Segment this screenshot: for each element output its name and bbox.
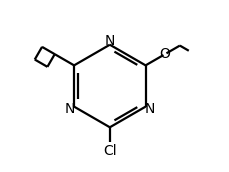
Text: N: N: [144, 102, 154, 116]
Text: Cl: Cl: [103, 144, 116, 158]
Text: N: N: [65, 102, 75, 116]
Text: O: O: [159, 47, 170, 61]
Text: N: N: [104, 34, 114, 48]
